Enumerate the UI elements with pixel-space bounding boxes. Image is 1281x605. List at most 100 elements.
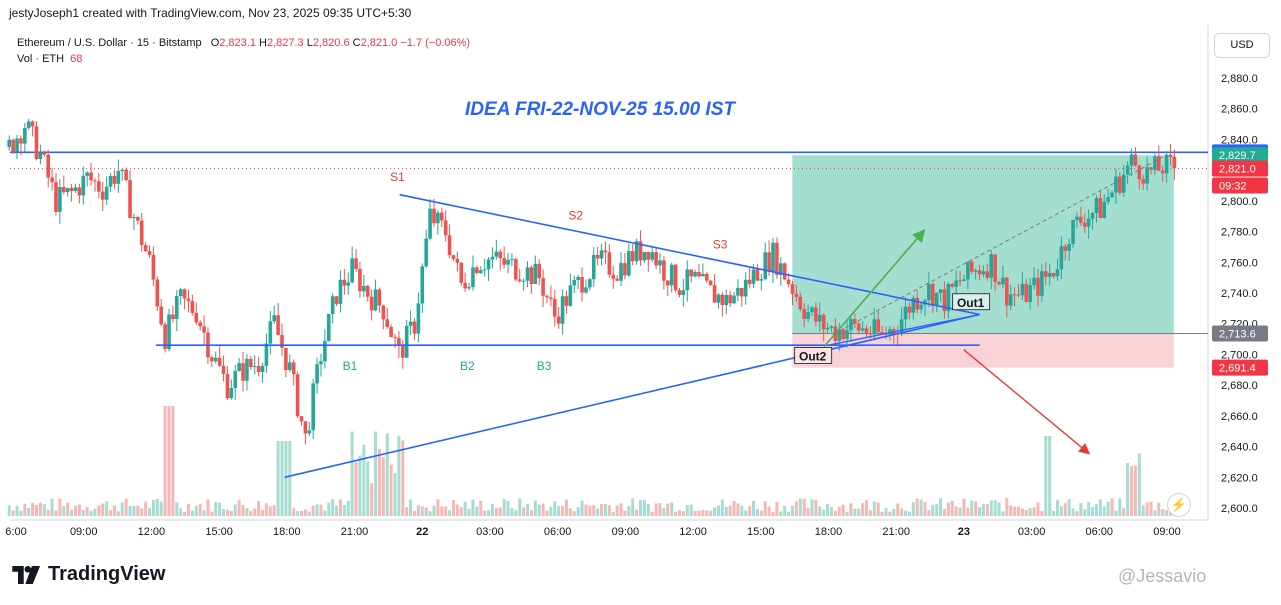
candle-body <box>751 269 756 284</box>
volume-bar <box>190 510 194 516</box>
volume-bar <box>1024 509 1028 516</box>
candle-body <box>436 212 440 224</box>
volume-bar <box>389 464 393 516</box>
volume-bar <box>506 500 510 516</box>
candle-body <box>814 307 818 322</box>
candle-body <box>732 295 736 304</box>
candle-body <box>116 170 121 184</box>
volume-bar <box>377 448 381 516</box>
candle-body <box>1094 198 1099 213</box>
candle-body <box>899 319 904 335</box>
candle-body <box>46 154 50 178</box>
lightning-icon[interactable]: ⚡ <box>1167 493 1191 517</box>
candle-body <box>486 259 491 270</box>
symbol-legend: Ethereum / U.S. Dollar · 15 · Bitstamp O… <box>17 35 470 67</box>
candle-body <box>1032 277 1036 286</box>
price-tag <box>1212 147 1268 164</box>
volume-bar <box>689 504 693 516</box>
volume-bar <box>42 504 46 516</box>
volume-bar <box>810 499 814 516</box>
volume-bar <box>444 506 448 516</box>
volume-bar <box>763 501 767 516</box>
candle-body <box>720 294 725 306</box>
volume-bar <box>467 508 471 516</box>
candle-body <box>334 296 339 304</box>
candle-body <box>880 332 884 334</box>
volume-bar <box>701 509 705 516</box>
volume-bar <box>728 505 732 516</box>
volume-bar <box>206 499 210 516</box>
candle-body <box>163 324 167 350</box>
volume-bar <box>950 500 954 516</box>
x-tick-label: 09:00 <box>70 526 98 538</box>
candle-body <box>89 172 93 181</box>
candle-body <box>556 316 561 324</box>
volume-bar <box>1067 499 1071 516</box>
symbol-name[interactable]: Ethereum / U.S. Dollar · 15 · Bitstamp <box>17 37 202 49</box>
candle-body <box>654 252 658 266</box>
volume-bar <box>966 507 970 516</box>
volume-bar <box>502 499 506 516</box>
volume-bar <box>366 461 370 516</box>
candle-body <box>167 314 171 350</box>
volume-bar <box>249 511 253 516</box>
volume-bar <box>179 508 183 516</box>
candle-body <box>1141 179 1146 184</box>
candle-body <box>697 271 701 277</box>
volume-bar <box>720 499 724 516</box>
candle-body <box>1008 294 1013 306</box>
candle-body <box>432 208 436 224</box>
price-tag-label: 2,713.6 <box>1219 329 1256 341</box>
candle-body <box>572 280 577 286</box>
volume-bar <box>580 500 584 516</box>
watermark-text: @Jessavio <box>1118 566 1207 586</box>
candle-body <box>307 430 312 434</box>
x-tick-label: 22 <box>416 526 428 538</box>
volume-bar <box>900 508 904 516</box>
candle-body <box>38 152 43 160</box>
volume-bar <box>112 505 116 516</box>
candle-body <box>973 270 978 272</box>
volume-label[interactable]: Vol · ETH <box>17 53 65 65</box>
volume-bar <box>974 501 978 516</box>
volume-bar <box>15 505 19 516</box>
candle-body <box>689 269 693 277</box>
y-tick-label: 2,680.0 <box>1221 380 1258 392</box>
candle-body <box>311 383 315 431</box>
candle-body <box>712 285 717 303</box>
label-b2: B2 <box>460 359 475 373</box>
candle-body <box>549 297 553 299</box>
currency-button[interactable]: USD <box>1214 33 1270 58</box>
volume-bar <box>420 506 424 516</box>
volume-bar <box>471 499 475 516</box>
volume-bar <box>93 508 97 516</box>
volume-bar <box>1091 507 1095 516</box>
volume-bar <box>892 508 896 516</box>
candle-body <box>786 279 791 285</box>
candle-body <box>1040 271 1044 296</box>
candle-body <box>77 187 82 196</box>
tradingview-logo[interactable]: TradingView <box>12 563 165 586</box>
candle-body <box>194 312 199 323</box>
volume-bar <box>814 499 818 516</box>
volume-bar <box>1087 502 1091 516</box>
volume-bar <box>257 500 261 516</box>
candle-body <box>821 314 826 330</box>
volume-bar <box>806 507 810 516</box>
candle-body <box>241 363 245 381</box>
candle-body <box>26 121 31 129</box>
candle-body <box>69 188 74 191</box>
candle-body <box>669 264 674 286</box>
candle-body <box>19 138 23 144</box>
low-label: L <box>306 37 313 49</box>
volume-bar <box>490 503 494 516</box>
candle-body <box>1133 154 1138 166</box>
volume-bar <box>299 510 303 516</box>
volume-bar <box>436 499 440 516</box>
candle-body <box>182 289 187 299</box>
volume-bar <box>557 505 561 516</box>
volume-bar <box>280 441 284 516</box>
volume-bar <box>194 505 198 516</box>
candle-body <box>708 280 713 286</box>
